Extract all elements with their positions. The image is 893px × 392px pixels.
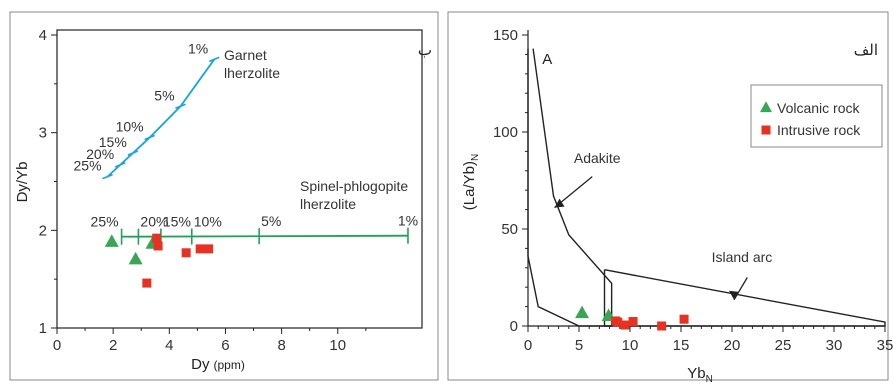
garnet-lherzolite-label-line2: lherzolite — [224, 65, 280, 81]
legend-intrusive-marker — [761, 125, 771, 135]
left-panel-frame — [9, 11, 439, 381]
right-x-axis-label-sub: N — [706, 374, 713, 385]
right-x-tick-label: 5 — [575, 337, 583, 354]
spinel-melt-label: 1% — [398, 213, 418, 229]
spinel-melt-label: 5% — [261, 213, 281, 229]
left-intrusive-point — [181, 248, 191, 258]
garnet-melt-tick — [114, 162, 126, 168]
right-x-tick-label: 35 — [877, 337, 893, 354]
right-panel-frame — [447, 11, 889, 381]
right-x-tick-label: 0 — [524, 337, 532, 354]
legend-volcanic-marker — [760, 101, 772, 113]
left-x-tick-label: 0 — [53, 337, 61, 354]
right-intrusive-point — [611, 316, 621, 326]
garnet-lherzolite-label-line1: Garnet — [224, 47, 267, 63]
left-x-tick-label: 8 — [277, 337, 285, 354]
right-y-tick-label: 0 — [510, 318, 518, 335]
left-plot-area — [56, 29, 423, 329]
right-x-tick-label: 30 — [826, 337, 843, 354]
right-x-tick-label: 10 — [622, 337, 639, 354]
right-volcanic-point — [575, 305, 590, 319]
right-y-tick-label: 100 — [493, 124, 518, 141]
right-y-axis-label: (La/Yb)N — [461, 154, 481, 210]
left-intrusive-point — [142, 278, 152, 288]
adakite-field-outline — [527, 48, 613, 327]
garnet-melt-label: 5% — [154, 87, 174, 103]
island-arc-label: Island arc — [712, 249, 773, 265]
garnet-melt-tick — [144, 134, 155, 141]
spinel-melt-label: 15% — [163, 214, 191, 230]
left-x-axis-label: Dy (ppm) — [191, 356, 245, 373]
legend-entry-label: Intrusive rock — [777, 122, 861, 138]
right-intrusive-point — [620, 320, 630, 330]
right-y-axis-label-text: (La/Yb) — [461, 161, 478, 210]
spinel-lherzolite-label-line2: lherzolite — [300, 196, 356, 212]
left-intrusive-point — [153, 241, 163, 251]
island-arc-field-outline — [603, 269, 886, 327]
left-x-axis-unit: (ppm) — [214, 358, 245, 372]
field-a-label: A — [542, 51, 552, 68]
left-y-tick-label: 2 — [39, 222, 47, 239]
right-panel-label: الف — [854, 42, 878, 59]
spinel-melt-label: 25% — [91, 214, 119, 230]
left-intrusive-point — [152, 233, 162, 243]
left-y-tick-label: 4 — [39, 27, 47, 44]
right-x-tick-label: 15 — [673, 337, 690, 354]
left-x-tick-label: 4 — [165, 337, 173, 354]
spinel-lherzolite-label-line1: Spinel-phlogopite — [300, 178, 408, 194]
left-volcanic-point — [128, 251, 143, 265]
garnet-melt-tick — [102, 173, 113, 180]
garnet-melt-label: 20% — [86, 146, 114, 162]
garnet-melt-label: 10% — [116, 119, 144, 135]
island-arc-arrow-head — [729, 290, 739, 300]
spinel-melt-label: 20% — [140, 214, 168, 230]
left-y-tick-label: 1 — [39, 320, 47, 337]
garnet-melt-tick — [208, 56, 220, 63]
garnet-melt-label: 15% — [99, 134, 127, 150]
garnet-melt-tick — [127, 150, 139, 156]
left-x-tick-label: 10 — [329, 337, 346, 354]
right-y-axis-label-sub: N — [470, 154, 481, 161]
legend-box — [750, 84, 883, 148]
right-intrusive-point — [657, 321, 667, 331]
spinel-lherzolite-curve — [121, 234, 408, 238]
right-x-tick-label: 20 — [724, 337, 741, 354]
right-y-tick-label: 50 — [501, 221, 518, 238]
garnet-melt-label: 1% — [188, 40, 208, 56]
island-arc-arrow-line — [733, 277, 748, 301]
garnet-melt-label: 25% — [74, 158, 102, 174]
left-panel-label: ب — [418, 42, 432, 59]
right-x-axis-label-text: Yb — [687, 365, 705, 382]
left-x-tick-label: 6 — [221, 337, 229, 354]
right-x-tick-label: 25 — [775, 337, 792, 354]
left-intrusive-point — [195, 244, 205, 254]
right-intrusive-point — [628, 317, 638, 327]
right-y-tick-label: 150 — [493, 27, 518, 44]
right-x-axis-label: YbN — [687, 365, 713, 385]
right-intrusive-point — [679, 314, 689, 324]
left-x-tick-label: 2 — [109, 337, 117, 354]
garnet-melt-tick — [175, 103, 186, 110]
adakite-label: Adakite — [574, 150, 621, 166]
spinel-melt-label: 10% — [194, 213, 222, 229]
left-intrusive-point — [204, 244, 214, 254]
left-x-axis-label-text: Dy — [191, 356, 210, 373]
left-y-tick-label: 3 — [39, 125, 47, 142]
garnet-lherzolite-curve — [106, 58, 215, 178]
legend-entry-label: Volcanic rock — [777, 100, 860, 116]
left-volcanic-point — [104, 234, 119, 247]
left-y-axis-label: Dy/Yb — [14, 162, 31, 203]
adakite-arrow-head — [554, 198, 565, 208]
